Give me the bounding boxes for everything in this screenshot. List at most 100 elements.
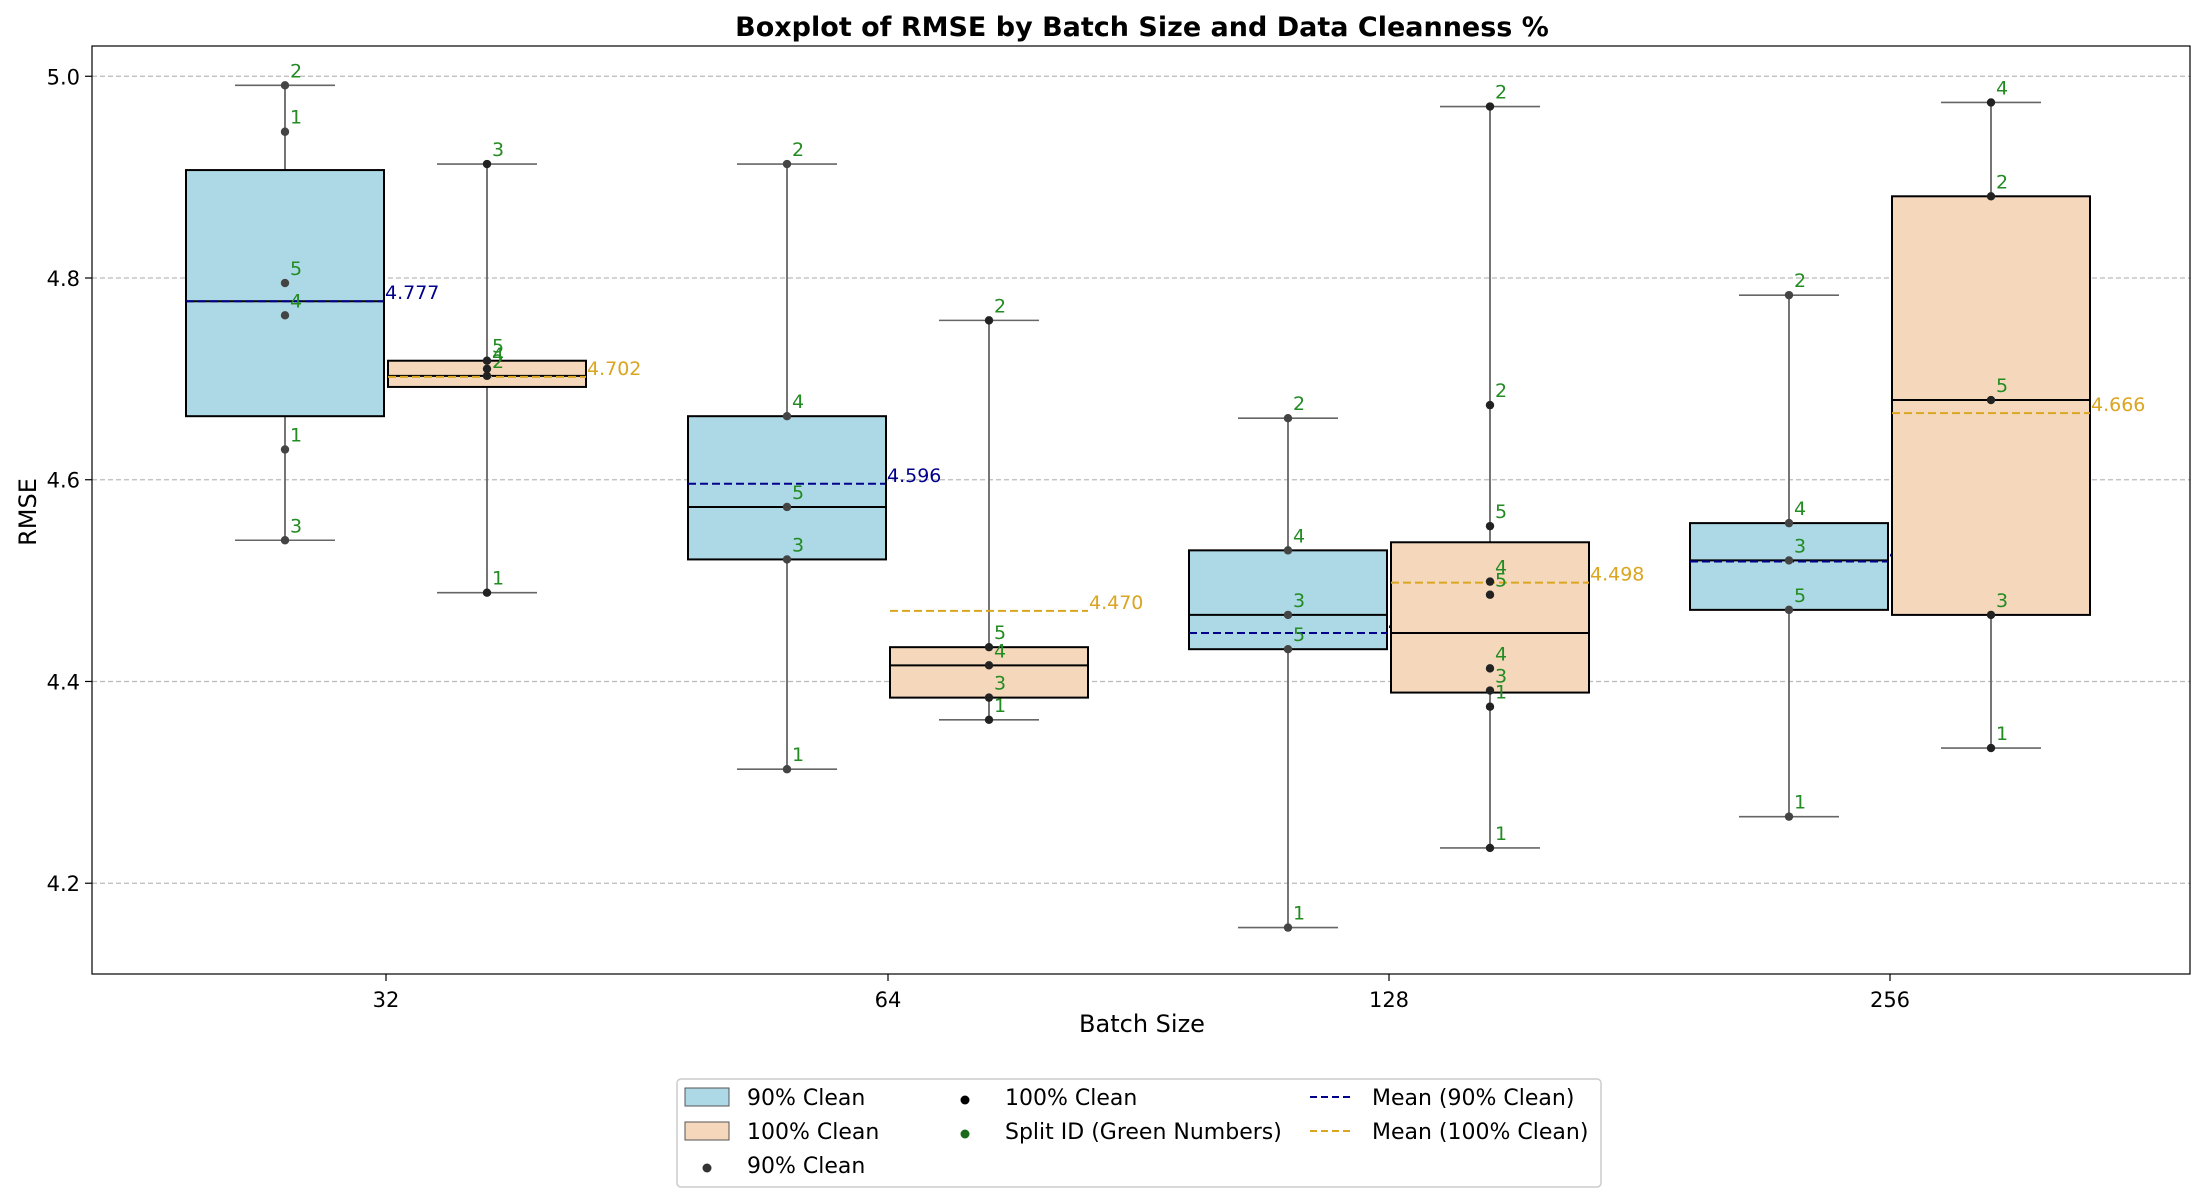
split-id-label: 5 (792, 482, 804, 504)
data-point (482, 356, 492, 365)
plot-layer: 4.24.44.64.85.032 64 128 2564.7771234514.59… (47, 45, 2191, 1012)
split-id-label: 4 (1293, 525, 1305, 547)
y-axis-label: RMSE (14, 478, 42, 546)
split-id-label: 5 (290, 258, 302, 280)
legend-dot (960, 1129, 970, 1139)
x-tick-label: 256 (1870, 988, 1910, 1012)
data-point (1986, 610, 1996, 620)
data-point (782, 159, 792, 169)
split-id-label: 2 (492, 351, 504, 373)
data-point (1784, 290, 1794, 300)
split-id-label: 1 (1495, 682, 1507, 704)
data-point (280, 445, 290, 454)
split-id-label: 4 (290, 290, 302, 312)
legend-label: 90% Clean (747, 1086, 865, 1111)
mean-label: 4.777 (385, 282, 439, 304)
legend-dot (702, 1163, 712, 1173)
data-point (1485, 577, 1495, 586)
box-90-clean-64 (687, 415, 887, 561)
data-point (1485, 102, 1495, 111)
legend-label: 90% Clean (747, 1154, 865, 1179)
split-id-label: 4 (792, 391, 804, 413)
y-tick-label: 4.8 (47, 267, 80, 291)
split-id-label: 3 (492, 139, 504, 161)
split-id-label: 1 (1293, 903, 1305, 925)
data-point (1283, 645, 1293, 654)
y-tick-label: 4.6 (47, 469, 80, 493)
data-point (1485, 843, 1495, 853)
split-id-label: 4 (1996, 77, 2008, 99)
x-tick-label: 128 (1369, 988, 1409, 1012)
legend-label: 100% Clean (747, 1120, 879, 1145)
plot-frame (91, 45, 2191, 975)
box-90-clean-256 (1689, 522, 1889, 611)
data-point (280, 536, 290, 545)
data-point (280, 81, 290, 90)
data-point (782, 502, 792, 512)
y-tick-label: 5.0 (47, 65, 80, 89)
split-id-label: 2 (1794, 270, 1806, 292)
data-point (984, 642, 994, 652)
box-100-clean-64 (889, 646, 1089, 699)
data-point (280, 127, 290, 136)
split-id-label: 1 (492, 568, 504, 590)
data-point (482, 371, 492, 381)
split-id-label: 5 (1794, 585, 1806, 607)
legend-label: Mean (100% Clean) (1372, 1120, 1588, 1145)
data-point (1784, 556, 1794, 565)
legend-label: Split ID (Green Numbers) (1005, 1120, 1282, 1145)
split-id-label: 2 (994, 295, 1006, 317)
legend-label: 100% Clean (1005, 1086, 1137, 1111)
data-point (1485, 702, 1495, 711)
split-id-label: 5 (492, 336, 504, 358)
data-point (482, 364, 492, 373)
data-point (1485, 400, 1495, 410)
mean-label: 4.498 (1590, 564, 1644, 586)
x-tick-label: 64 (875, 988, 902, 1012)
split-id-label: 3 (290, 515, 302, 537)
legend-dot (960, 1095, 970, 1105)
data-point (984, 661, 994, 670)
data-point (1485, 521, 1495, 531)
data-point (1485, 590, 1495, 599)
mean-label: 4.596 (887, 465, 941, 487)
mean-label: 4.666 (2091, 394, 2145, 416)
split-id-label: 1 (1495, 823, 1507, 845)
split-id-label: 2 (792, 139, 804, 161)
legend-patch (684, 1121, 730, 1141)
split-id-label: 2 (1495, 82, 1507, 104)
split-id-label: 1 (792, 744, 804, 766)
data-point (1283, 923, 1293, 932)
split-id-label: 1 (1996, 723, 2008, 745)
split-id-label: 4 (994, 640, 1006, 662)
data-point (1283, 610, 1293, 620)
split-id-label: 1 (290, 107, 302, 129)
legend: 90% Clean 100% Clean 90% Clean 100% Clean Sp… (676, 1078, 1602, 1188)
split-id-label: 2 (290, 60, 302, 82)
split-id-label: 3 (994, 673, 1006, 695)
legend-patch (684, 1087, 730, 1107)
data-point (1485, 664, 1495, 673)
y-tick-label: 4.2 (47, 872, 80, 896)
split-id-label: 5 (1996, 375, 2008, 397)
data-point (1784, 518, 1794, 528)
data-point (1485, 686, 1495, 695)
box-90-clean-32 (185, 169, 385, 418)
data-point (1986, 98, 1996, 107)
chart-title: Boxplot of RMSE by Batch Size and Data C… (735, 12, 1549, 43)
split-id-label: 5 (994, 622, 1006, 644)
mean-label: 4.702 (587, 358, 641, 380)
split-id-label: 1 (290, 424, 302, 446)
data-point (984, 316, 994, 325)
split-id-label: 3 (1495, 666, 1507, 688)
box-100-clean-256 (1891, 195, 2091, 616)
mean-label: 4.470 (1089, 592, 1143, 614)
data-point (782, 765, 792, 774)
split-id-label: 3 (1293, 590, 1305, 612)
split-id-label: 4 (492, 344, 504, 366)
data-point (1283, 546, 1293, 555)
data-point (482, 159, 492, 169)
split-id-label: 1 (994, 695, 1006, 717)
split-id-label: 2 (1293, 393, 1305, 415)
split-id-label: 3 (1996, 590, 2008, 612)
